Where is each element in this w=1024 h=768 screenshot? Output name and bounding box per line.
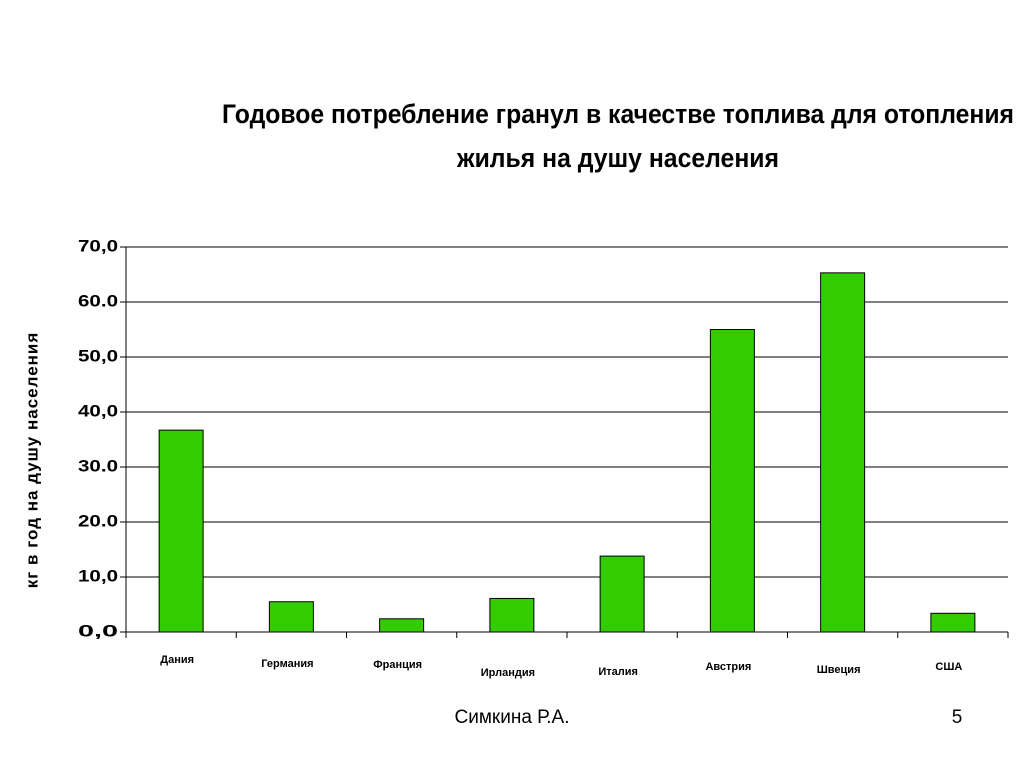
y-tick-label: 70,0 bbox=[78, 236, 118, 255]
chart-title: жилья на душу населения bbox=[456, 143, 779, 173]
page-number: 5 bbox=[952, 707, 963, 728]
chart-title: Годовое потребление гранул в качестве то… bbox=[222, 99, 1014, 129]
y-tick-label: 60.0 bbox=[78, 291, 118, 310]
x-tick-label: Ирландия bbox=[481, 667, 535, 679]
bar bbox=[268, 601, 314, 633]
y-tick-label: 10,0 bbox=[78, 566, 118, 585]
y-tick-label: 30.0 bbox=[78, 456, 118, 475]
x-tick-label: Франция bbox=[373, 659, 422, 671]
y-axis-label: кг в год на душу населения bbox=[22, 332, 41, 589]
x-tick-label: Германия bbox=[261, 658, 313, 670]
bar bbox=[820, 272, 866, 633]
y-tick-label: 50,0 bbox=[78, 346, 118, 365]
y-tick-label: 40,0 bbox=[78, 401, 118, 420]
x-tick-label: Австрия bbox=[705, 661, 751, 673]
y-tick-label: 20.0 bbox=[78, 511, 118, 530]
bar bbox=[489, 597, 535, 633]
x-tick-label: Дания bbox=[160, 654, 194, 666]
bar bbox=[709, 329, 755, 633]
bar bbox=[379, 618, 425, 633]
x-tick-label: Италия bbox=[598, 666, 638, 678]
bar bbox=[930, 612, 976, 633]
y-tick-label: 0,0 bbox=[78, 621, 118, 640]
bar bbox=[158, 429, 204, 633]
bar bbox=[599, 555, 645, 633]
footer-author: Симкина Р.А. bbox=[455, 707, 570, 728]
x-tick-label: Швеция bbox=[817, 664, 861, 676]
x-tick-label: США bbox=[935, 661, 962, 673]
